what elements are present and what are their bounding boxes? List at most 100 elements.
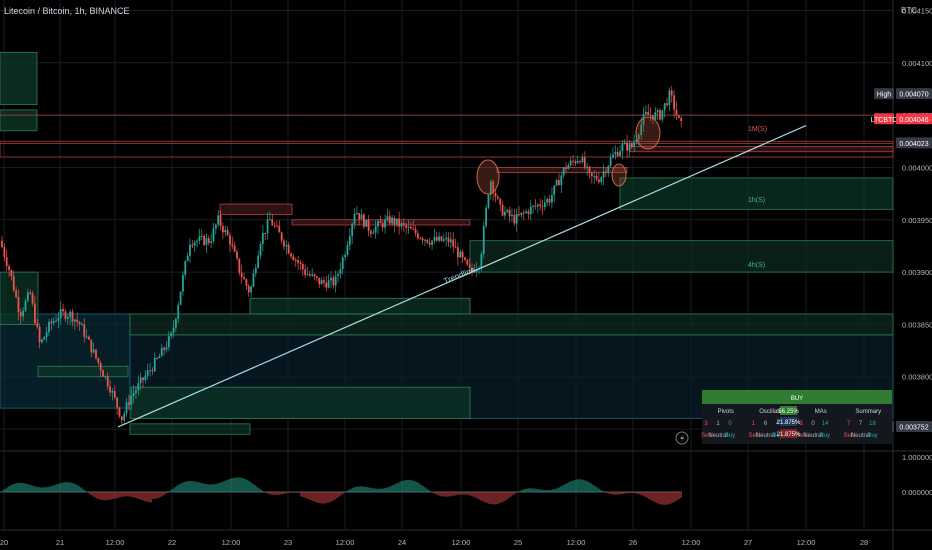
osc-bar	[510, 492, 512, 497]
candle-body	[233, 245, 236, 252]
candle-body	[536, 204, 539, 207]
osc-bar	[362, 486, 364, 492]
candle-body	[480, 253, 483, 268]
candle-body	[311, 274, 314, 276]
osc-bar	[214, 484, 216, 492]
osc-bar	[36, 486, 38, 492]
osc-bar	[596, 487, 598, 492]
candle-body	[306, 274, 309, 276]
osc-bar	[374, 488, 376, 492]
osc-bar	[554, 488, 556, 492]
osc-bar	[620, 492, 622, 495]
candle-body	[374, 226, 377, 233]
osc-bar	[178, 484, 180, 492]
ta-count: 6	[764, 421, 768, 427]
osc-bar	[78, 486, 80, 492]
osc-bar	[88, 492, 90, 494]
time-tick: 23	[284, 538, 292, 547]
osc-bar	[152, 492, 154, 499]
osc-bar	[194, 481, 196, 492]
osc-bar	[406, 480, 408, 492]
osc-bar	[352, 487, 354, 492]
osc-bar	[368, 487, 370, 492]
candle-body	[76, 319, 79, 322]
osc-bar	[400, 481, 402, 492]
candle-body	[177, 304, 180, 319]
osc-bar	[438, 492, 440, 496]
candle-body	[398, 218, 401, 227]
osc-bar	[654, 492, 656, 503]
candle-body	[654, 112, 657, 120]
osc-bar	[242, 478, 244, 492]
candle-body	[673, 95, 675, 110]
osc-bar	[184, 481, 186, 492]
osc-bar	[128, 492, 130, 497]
osc-bar	[116, 492, 118, 499]
candle-body	[125, 402, 128, 414]
osc-bar	[508, 492, 510, 499]
candle-body	[438, 236, 440, 241]
osc-bar	[372, 488, 374, 492]
candle-body	[170, 332, 173, 337]
candle-body	[8, 266, 10, 271]
osc-bar	[524, 489, 526, 492]
candle-body	[440, 236, 443, 241]
candle-body	[605, 171, 607, 173]
candle-body	[668, 90, 671, 106]
candle-body	[90, 339, 93, 353]
zone-box	[629, 146, 894, 153]
lightning-glyph	[680, 434, 685, 443]
osc-bar	[266, 492, 268, 494]
candle-body	[276, 225, 278, 227]
candle-body	[485, 207, 487, 227]
osc-bar	[492, 492, 494, 505]
candle-body	[414, 228, 417, 234]
candle-body	[363, 214, 365, 227]
candle-body	[205, 238, 208, 246]
candle-body	[198, 236, 201, 241]
candle-body	[532, 205, 534, 207]
osc-bar	[630, 492, 632, 494]
candle-body	[273, 225, 276, 227]
osc-bar	[288, 492, 290, 493]
candle-body	[231, 244, 234, 246]
candle-body	[62, 309, 64, 312]
osc-bar	[408, 479, 410, 492]
osc-bar	[652, 492, 654, 502]
candle-body	[393, 217, 396, 225]
candle-body	[616, 152, 619, 156]
candle-body	[292, 256, 295, 260]
osc-bar	[326, 492, 328, 504]
candle-body	[344, 255, 346, 258]
osc-bar	[298, 492, 300, 493]
candle-body	[614, 152, 617, 155]
osc-bar	[64, 482, 66, 492]
candle-body	[243, 277, 245, 280]
candle-body	[623, 142, 626, 145]
candle-body	[428, 242, 431, 245]
candle-body	[299, 262, 302, 264]
osc-bar	[82, 488, 84, 492]
candle-body	[400, 223, 403, 227]
osc-bar	[668, 492, 670, 505]
osc-bar	[568, 482, 570, 492]
osc-bar	[458, 492, 460, 495]
candle-body	[64, 311, 67, 319]
osc-bar	[560, 486, 562, 492]
candle-body	[78, 321, 81, 325]
osc-bar	[282, 492, 284, 495]
candle-body	[459, 251, 462, 258]
candle-body	[24, 300, 27, 311]
osc-bar	[166, 492, 168, 494]
osc-bar	[414, 481, 416, 492]
candle-body	[635, 139, 638, 143]
candle-body	[153, 358, 156, 372]
candle-body	[111, 391, 114, 393]
lightning-icon	[675, 431, 689, 445]
candle-body	[381, 223, 384, 228]
osc-bar	[418, 483, 420, 492]
candle-body	[600, 177, 603, 183]
osc-bar	[660, 492, 662, 505]
candle-body	[10, 270, 13, 277]
